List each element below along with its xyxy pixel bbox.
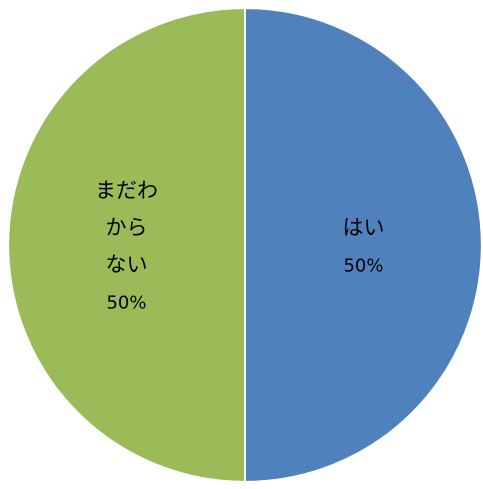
slice-label-hai: はい 50% — [343, 216, 385, 277]
slice-name-label: ない — [106, 253, 148, 277]
slice-name-label: まだわ — [95, 179, 158, 203]
pie-outline — [7, 7, 483, 483]
pie-slice-mada-wakaranai — [7, 6, 246, 484]
slice-name-label: から — [106, 216, 148, 240]
slice-name-label: はい — [343, 216, 385, 240]
pie-slice-hai — [244, 6, 483, 484]
slice-percent-label: 50% — [106, 293, 146, 314]
slice-percent-label: 50% — [343, 256, 383, 277]
